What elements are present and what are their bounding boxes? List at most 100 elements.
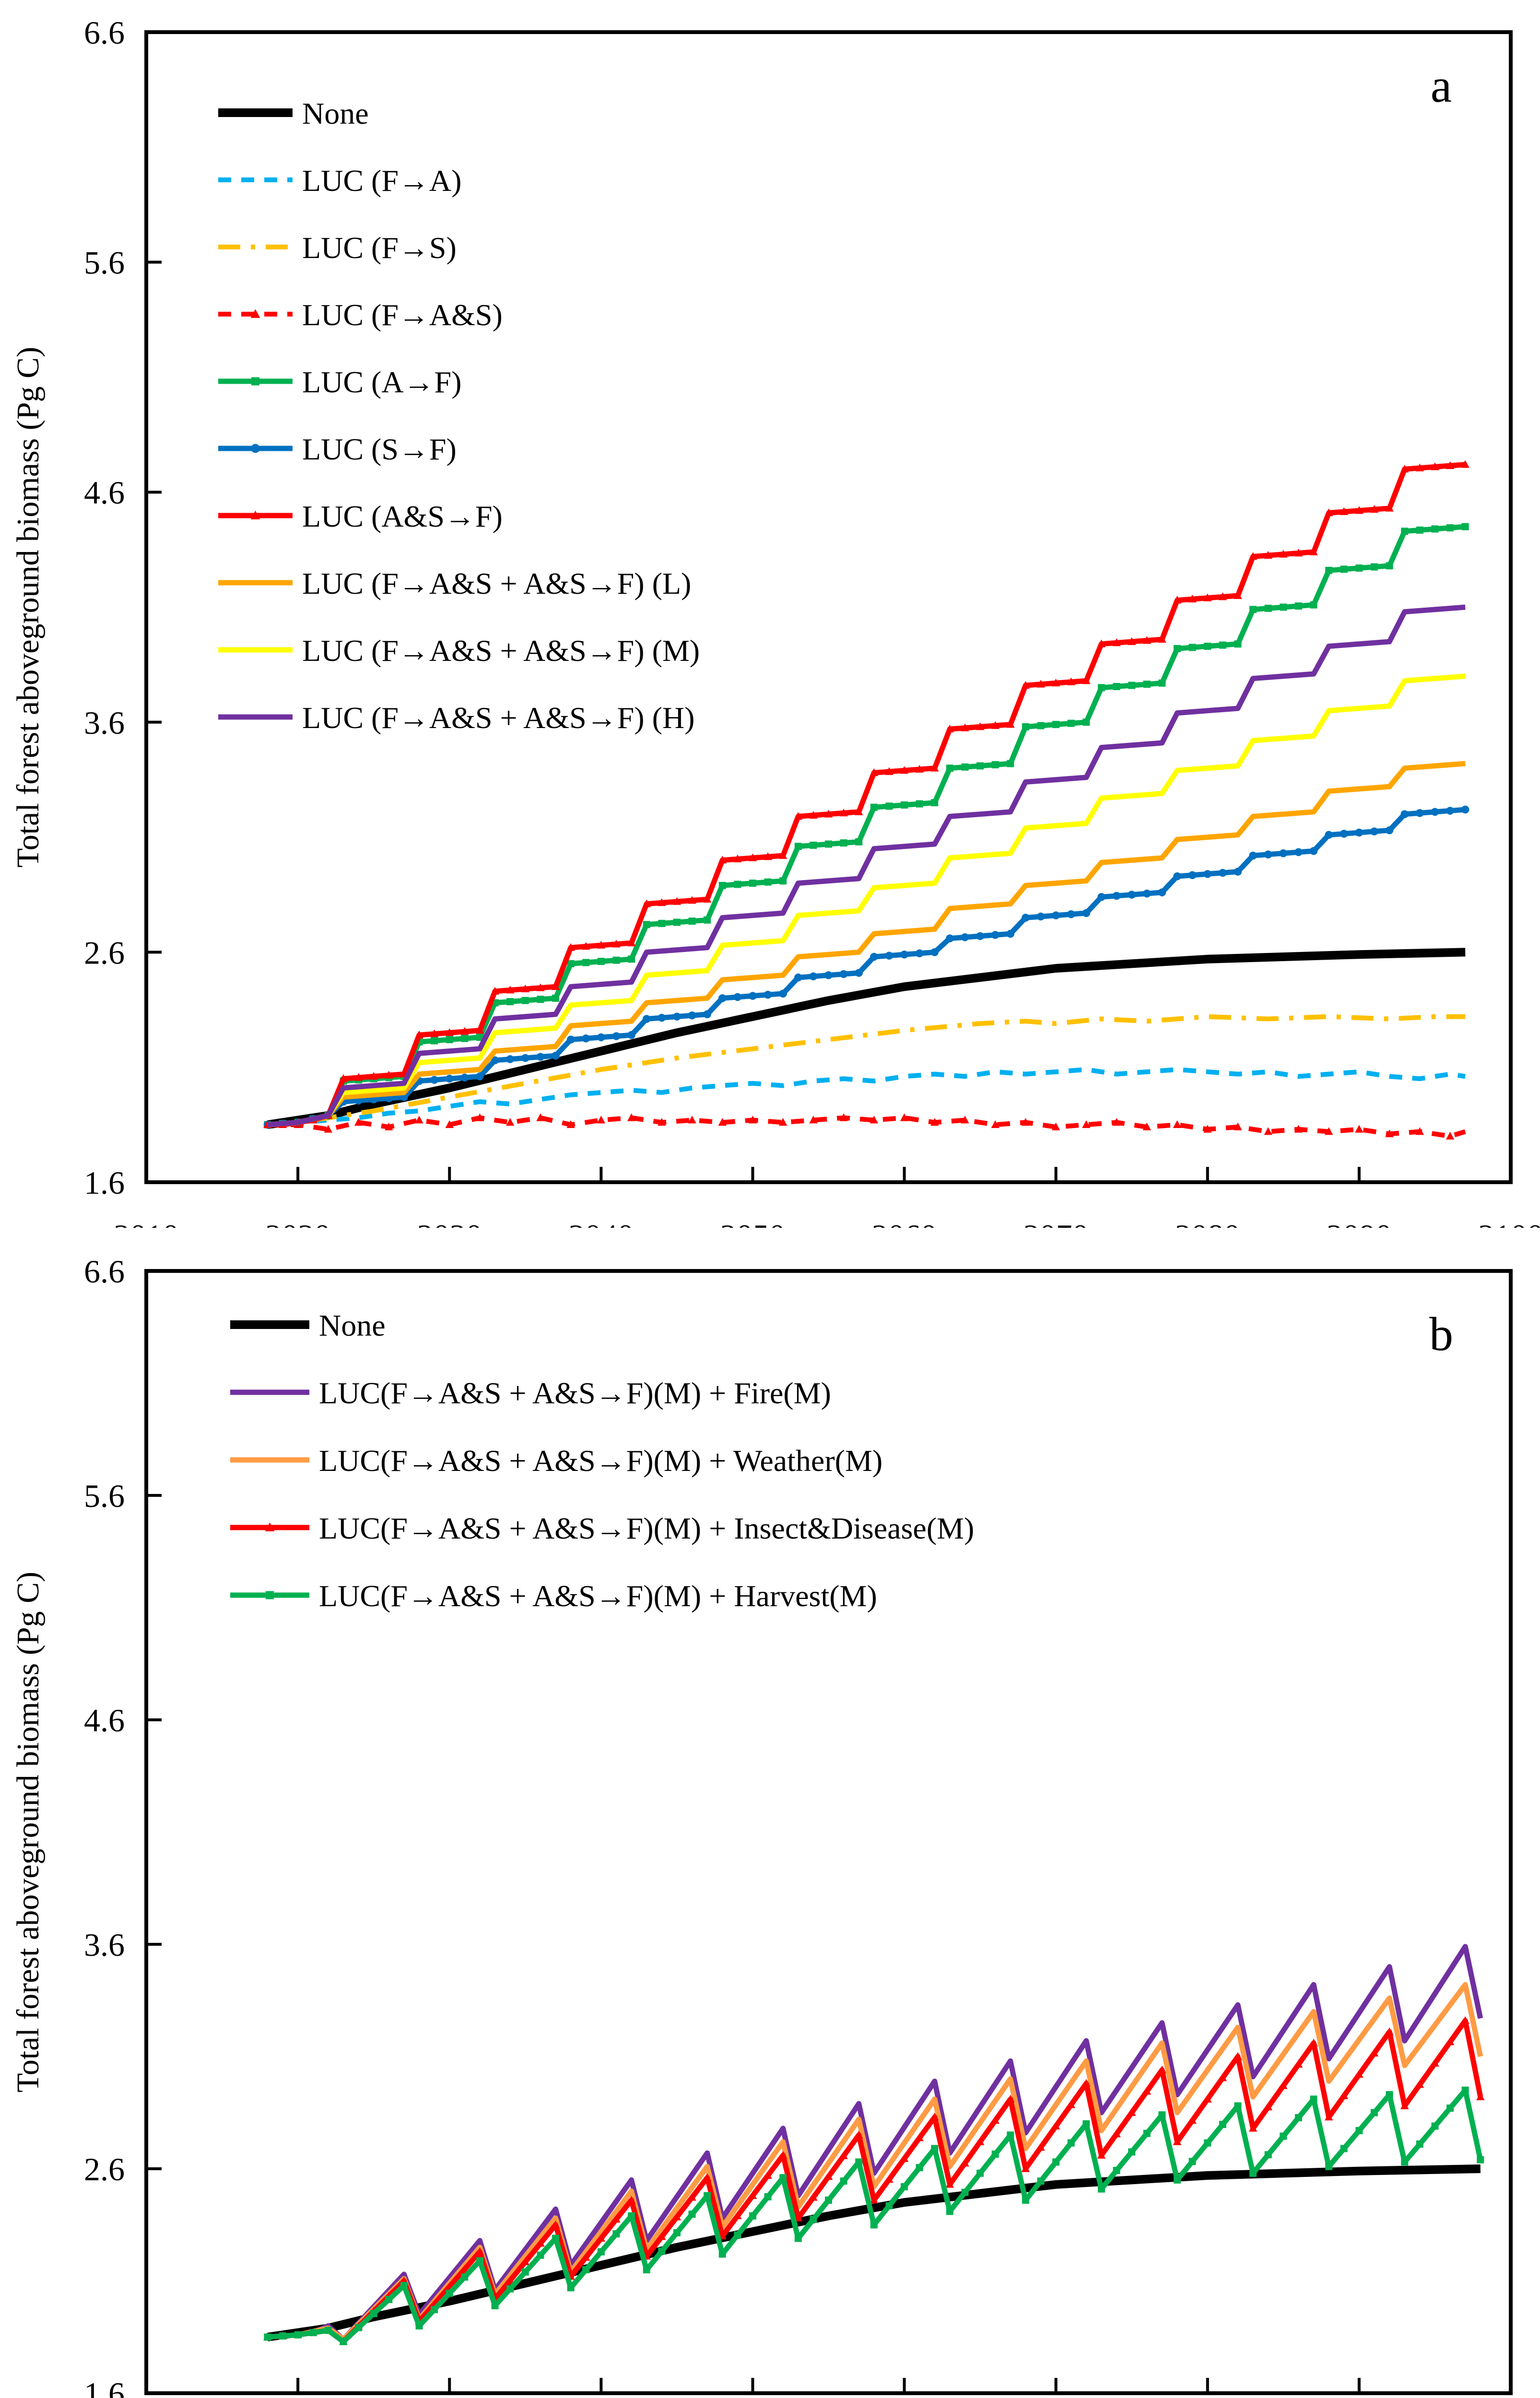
series-marker bbox=[1446, 524, 1454, 532]
series-marker bbox=[1082, 676, 1091, 684]
series-marker bbox=[930, 2113, 939, 2121]
series-marker bbox=[855, 807, 863, 815]
series-marker bbox=[1219, 2121, 1226, 2128]
series-marker bbox=[870, 2221, 878, 2229]
series-marker bbox=[537, 2251, 544, 2259]
series-marker bbox=[1036, 912, 1045, 921]
series-marker bbox=[476, 2257, 483, 2265]
series-marker bbox=[1340, 2145, 1348, 2152]
series-marker bbox=[1128, 2148, 1136, 2156]
series-marker bbox=[537, 996, 544, 1003]
series-marker bbox=[1006, 2094, 1015, 2103]
series-marker bbox=[1007, 760, 1014, 767]
series-marker bbox=[946, 2208, 953, 2215]
series-marker bbox=[991, 931, 999, 939]
plot-frame bbox=[144, 30, 1513, 1184]
series-marker bbox=[1294, 1125, 1303, 1133]
series-marker bbox=[855, 2130, 863, 2139]
series-marker bbox=[643, 921, 650, 929]
series-marker bbox=[1234, 2052, 1242, 2060]
y-tick-label: 2.6 bbox=[84, 934, 125, 971]
series-marker bbox=[1188, 644, 1196, 651]
series-marker bbox=[704, 2192, 711, 2199]
legend-label: LUC (F→S) bbox=[302, 231, 457, 265]
series-marker bbox=[961, 723, 969, 731]
series-marker bbox=[491, 1056, 499, 1065]
series-marker bbox=[916, 2164, 923, 2172]
series-marker bbox=[1188, 2116, 1197, 2124]
series-marker bbox=[779, 2174, 787, 2182]
series-marker bbox=[734, 2231, 741, 2239]
series-marker bbox=[733, 993, 742, 1001]
series-marker bbox=[1158, 635, 1166, 643]
series-marker bbox=[824, 971, 833, 979]
series-marker bbox=[1249, 2169, 1257, 2177]
legend-item: LUC(F→A&S + A&S→F)(M) + Weather(M) bbox=[230, 1444, 882, 1478]
series-marker bbox=[1082, 1120, 1091, 1128]
series-marker bbox=[279, 2332, 286, 2340]
series-marker bbox=[1324, 508, 1333, 517]
series-marker bbox=[658, 2232, 666, 2240]
series-marker bbox=[1022, 914, 1030, 922]
series-marker bbox=[1279, 2081, 1288, 2089]
y-tick-label: 5.6 bbox=[84, 1478, 125, 1514]
series-marker bbox=[870, 768, 879, 776]
series-marker bbox=[1142, 1122, 1152, 1130]
series-marker bbox=[885, 2175, 893, 2183]
series-marker bbox=[460, 1073, 469, 1082]
series-marker bbox=[1113, 2167, 1120, 2175]
series-marker bbox=[476, 1072, 484, 1081]
series-marker bbox=[1037, 722, 1045, 729]
series-marker bbox=[658, 919, 666, 927]
series-marker bbox=[839, 808, 848, 817]
series-marker bbox=[1143, 2129, 1151, 2137]
series-marker bbox=[810, 841, 817, 849]
series-marker bbox=[718, 994, 727, 1002]
series-marker bbox=[536, 983, 545, 991]
series-marker bbox=[688, 1116, 696, 1124]
series-marker bbox=[991, 761, 999, 769]
series-marker bbox=[1446, 461, 1455, 469]
series-marker bbox=[1340, 830, 1348, 838]
series-marker bbox=[612, 956, 620, 964]
series-marker bbox=[1385, 826, 1394, 835]
series-marker bbox=[915, 2133, 924, 2141]
series-marker bbox=[885, 2202, 893, 2210]
series-marker bbox=[779, 877, 787, 885]
panel-b-chart: 2010202020302040205020602070208020902100… bbox=[11, 1253, 1513, 2398]
series-marker bbox=[733, 854, 742, 863]
series-marker bbox=[1248, 552, 1258, 560]
series-marker bbox=[1371, 2109, 1378, 2116]
series-marker bbox=[506, 998, 514, 1006]
series-marker bbox=[991, 1120, 999, 1128]
series-marker bbox=[1219, 869, 1227, 877]
series-marker bbox=[839, 1113, 848, 1121]
series-marker bbox=[1294, 2060, 1303, 2068]
series-marker bbox=[1461, 805, 1469, 814]
series-marker bbox=[1401, 528, 1409, 535]
series-marker bbox=[400, 2281, 408, 2289]
series-marker bbox=[1218, 592, 1227, 600]
x-tick-label: 2040 bbox=[568, 1218, 634, 1228]
series-marker bbox=[824, 810, 833, 818]
series-marker bbox=[1234, 2102, 1242, 2110]
series-marker bbox=[1309, 547, 1318, 555]
series-marker bbox=[1082, 909, 1091, 917]
series-marker bbox=[688, 2210, 696, 2218]
series-marker bbox=[1234, 591, 1242, 599]
series-marker bbox=[1385, 1129, 1394, 1138]
series-marker bbox=[1158, 888, 1166, 896]
series-marker bbox=[673, 2229, 681, 2236]
legend-item: LUC (F→A&S + A&S→F) (M) bbox=[218, 634, 700, 668]
series-marker bbox=[961, 933, 969, 941]
series-marker bbox=[1415, 2080, 1424, 2088]
y-tick-label: 6.6 bbox=[84, 14, 125, 51]
series-marker bbox=[1264, 1127, 1272, 1135]
series-marker bbox=[1036, 2143, 1045, 2151]
series-marker bbox=[1203, 1125, 1212, 1133]
series-marker bbox=[505, 986, 515, 994]
series-marker bbox=[1082, 2120, 1090, 2128]
legend-item: LUC (F→A&S + A&S→F) (L) bbox=[218, 566, 691, 600]
series-marker bbox=[809, 972, 818, 981]
series-marker bbox=[612, 940, 621, 948]
